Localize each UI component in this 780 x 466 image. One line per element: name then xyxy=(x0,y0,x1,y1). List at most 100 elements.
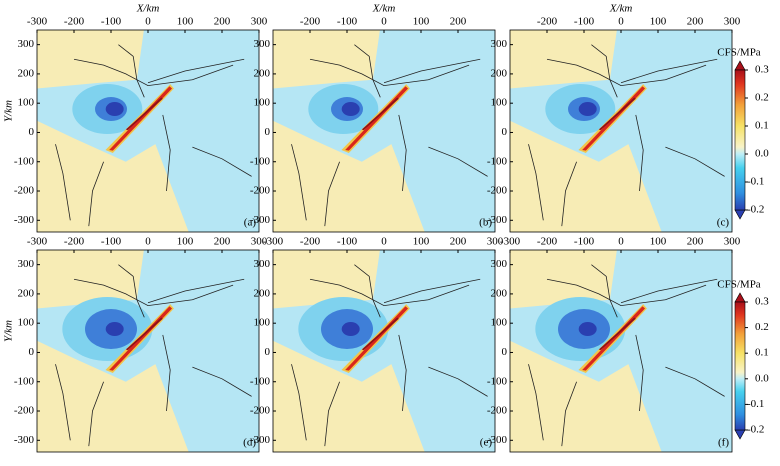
lobe xyxy=(578,102,597,117)
colorbar-arrow xyxy=(734,292,746,303)
fault-line xyxy=(118,264,145,318)
x-tick-label: -300 xyxy=(27,236,48,248)
x-axis-label: X/km xyxy=(609,3,633,15)
map xyxy=(37,30,259,232)
fault-line xyxy=(88,381,104,447)
fault-line xyxy=(192,366,252,397)
fault-line xyxy=(147,58,245,84)
lobe xyxy=(105,322,124,337)
fault-line xyxy=(324,381,340,447)
y-tick-label: 100 xyxy=(254,97,271,109)
fault-line xyxy=(591,264,618,318)
y-tick-label: -300 xyxy=(487,434,508,446)
colorbar-tick-label: -0.2 xyxy=(747,424,764,436)
x-tick-label: -100 xyxy=(574,236,595,248)
fault-line xyxy=(620,278,718,304)
fault-line xyxy=(383,58,481,84)
map xyxy=(510,30,732,232)
fault-line xyxy=(635,114,644,192)
y-tick-label: 300 xyxy=(254,258,271,270)
fault-line xyxy=(665,146,725,177)
colorbar-tick-label: 0.1 xyxy=(755,347,769,359)
fault-line xyxy=(635,334,644,412)
fault-line xyxy=(162,334,171,412)
fault-line xyxy=(118,44,145,98)
fault-line xyxy=(324,161,340,227)
y-axis-label: Y/km xyxy=(3,320,15,342)
y-tick-label: -300 xyxy=(14,214,35,226)
colorbar-tick-label: 0.3 xyxy=(755,296,769,308)
y-tick-label: 300 xyxy=(18,38,35,50)
x-tick-label: -100 xyxy=(574,16,595,28)
x-tick-label: 300 xyxy=(251,16,268,28)
y-tick-label: 100 xyxy=(491,317,508,329)
y-tick-label: 200 xyxy=(254,67,271,79)
panel-label: (d) xyxy=(243,437,256,449)
lobe xyxy=(341,322,360,337)
x-axis-label: X/km xyxy=(136,3,160,15)
y-tick-label: -100 xyxy=(250,155,271,167)
y-tick-label: -100 xyxy=(14,375,35,387)
y-tick-label: 0 xyxy=(29,126,35,138)
y-tick-label: 100 xyxy=(254,317,271,329)
colorbar-arrow xyxy=(734,209,746,220)
x-tick-label: 0 xyxy=(145,16,151,28)
x-tick-label: -100 xyxy=(337,16,358,28)
y-tick-label: -200 xyxy=(14,185,35,197)
x-tick-label: 300 xyxy=(487,236,504,248)
fault-line xyxy=(561,381,577,447)
x-tick-label: 200 xyxy=(214,236,231,248)
x-tick-label: 0 xyxy=(145,236,151,248)
fault-band xyxy=(125,97,163,131)
colorbar-tick-label: 0.0 xyxy=(755,372,769,384)
x-tick-label: -200 xyxy=(64,236,85,248)
negative-region xyxy=(37,250,259,452)
y-tick-label: 100 xyxy=(18,317,35,329)
fault-line xyxy=(398,114,407,192)
fault-line xyxy=(528,144,544,221)
fault-line xyxy=(591,44,618,98)
fault-line xyxy=(665,366,725,397)
x-tick-label: -200 xyxy=(64,16,85,28)
x-tick-label: -200 xyxy=(537,236,558,248)
y-tick-label: 200 xyxy=(18,287,35,299)
fault-line xyxy=(192,146,252,177)
fault-line xyxy=(147,278,245,304)
y-tick-label: -100 xyxy=(487,375,508,387)
y-tick-label: -100 xyxy=(14,155,35,167)
x-axis-label: X/km xyxy=(372,3,396,15)
x-tick-label: 300 xyxy=(724,16,741,28)
colorbar-tick-label: -0.2 xyxy=(747,204,764,216)
y-tick-label: 0 xyxy=(265,126,271,138)
y-tick-label: 300 xyxy=(18,258,35,270)
fault-line xyxy=(383,278,481,304)
y-tick-label: -200 xyxy=(14,405,35,417)
x-tick-label: 100 xyxy=(177,16,194,28)
map xyxy=(510,250,732,452)
x-tick-label: 100 xyxy=(650,16,667,28)
x-tick-label: 200 xyxy=(450,16,467,28)
y-tick-label: -200 xyxy=(250,185,271,197)
x-tick-label: -200 xyxy=(300,236,321,248)
fault-line xyxy=(354,44,381,98)
panel-label: (a) xyxy=(244,217,257,229)
x-tick-label: -100 xyxy=(337,236,358,248)
x-tick-label: -300 xyxy=(500,236,521,248)
y-tick-label: 300 xyxy=(491,258,508,270)
y-tick-label: 300 xyxy=(491,38,508,50)
negative-region xyxy=(37,30,259,232)
fault-line xyxy=(354,264,381,318)
y-tick-label: -100 xyxy=(250,375,271,387)
lobe xyxy=(341,102,360,117)
panel-label: (f) xyxy=(718,437,729,449)
lobe xyxy=(105,102,124,117)
x-tick-label: -100 xyxy=(101,16,122,28)
y-tick-label: 200 xyxy=(254,287,271,299)
x-tick-label: 100 xyxy=(177,236,194,248)
y-tick-label: 200 xyxy=(491,287,508,299)
x-tick-label: 200 xyxy=(214,16,231,28)
x-tick-label: -300 xyxy=(27,16,48,28)
x-tick-label: 0 xyxy=(381,236,387,248)
fault-line xyxy=(561,161,577,227)
